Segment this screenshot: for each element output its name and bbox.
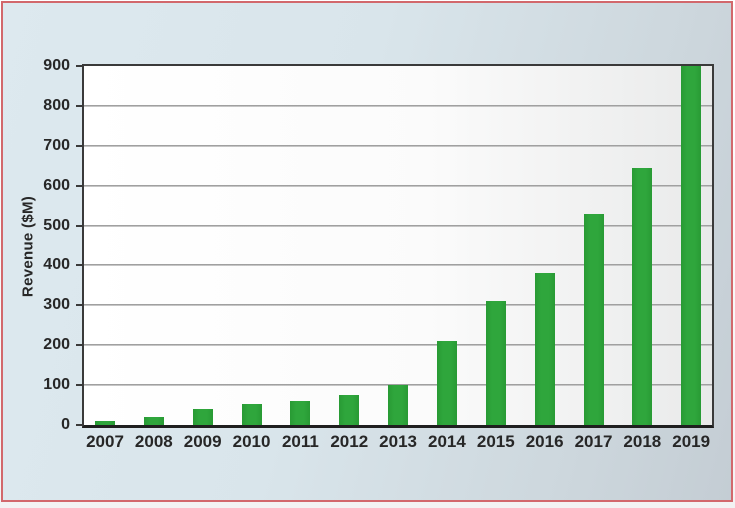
gridline-600 xyxy=(84,184,712,187)
bar-2014 xyxy=(436,341,457,425)
y-tick-400 xyxy=(76,264,82,267)
bar-2008 xyxy=(143,417,164,425)
y-tick-500 xyxy=(76,224,82,227)
gridline-800 xyxy=(84,104,712,107)
y-tick-label-600: 600 xyxy=(43,176,70,194)
bar-2009 xyxy=(192,409,213,425)
x-tick-label-2010: 2010 xyxy=(232,432,271,451)
x-tick-label-2011: 2011 xyxy=(281,432,319,451)
bar-2018 xyxy=(632,167,653,425)
y-tick-100 xyxy=(76,384,82,387)
y-tick-label-400: 400 xyxy=(43,256,70,274)
y-tick-label-200: 200 xyxy=(43,336,70,354)
bar-2007 xyxy=(95,421,115,425)
x-tick-label-2016: 2016 xyxy=(525,432,564,451)
x-tick-label-2013: 2013 xyxy=(379,432,417,451)
y-tick-900 xyxy=(76,65,82,67)
x-tick-label-2008: 2008 xyxy=(134,432,173,451)
y-tick-800 xyxy=(76,104,82,107)
x-tick-label-2014: 2014 xyxy=(428,432,466,451)
plot-inner xyxy=(84,66,712,425)
bar-2017 xyxy=(583,213,604,425)
gridline-100 xyxy=(84,384,712,387)
y-tick-label-100: 100 xyxy=(43,376,70,394)
x-tick-label-2015: 2015 xyxy=(476,432,515,451)
x-tick-label-2018: 2018 xyxy=(623,432,662,451)
bar-2013 xyxy=(388,385,409,425)
x-tick-label-2017: 2017 xyxy=(574,432,613,451)
y-tick-label-300: 300 xyxy=(43,296,70,314)
gridline-200 xyxy=(84,344,712,347)
gridline-300 xyxy=(84,304,712,307)
x-tick-label-2009: 2009 xyxy=(183,432,222,451)
bar-2010 xyxy=(241,404,262,425)
y-tick-700 xyxy=(76,144,82,147)
y-tick-200 xyxy=(76,344,82,347)
gridline-500 xyxy=(84,224,712,227)
y-tick-label-700: 700 xyxy=(43,136,70,154)
gridline-700 xyxy=(84,144,712,147)
gridline-400 xyxy=(84,264,712,267)
y-tick-600 xyxy=(76,184,82,187)
bar-2012 xyxy=(339,395,360,425)
bar-2019 xyxy=(681,66,702,425)
x-tick-label-2012: 2012 xyxy=(330,432,369,451)
y-tick-label-800: 800 xyxy=(43,96,70,114)
y-tick-0 xyxy=(76,424,82,426)
y-tick-label-900: 900 xyxy=(43,57,70,74)
y-tick-label-500: 500 xyxy=(43,216,70,234)
x-tick-label-2019: 2019 xyxy=(672,432,711,451)
y-tick-label-0: 0 xyxy=(61,416,70,433)
bar-2016 xyxy=(534,273,555,425)
bar-2011 xyxy=(290,401,311,425)
plot-area xyxy=(82,64,714,428)
bar-2015 xyxy=(485,301,506,425)
y-tick-300 xyxy=(76,304,82,307)
x-tick-label-2007: 2007 xyxy=(86,432,124,451)
